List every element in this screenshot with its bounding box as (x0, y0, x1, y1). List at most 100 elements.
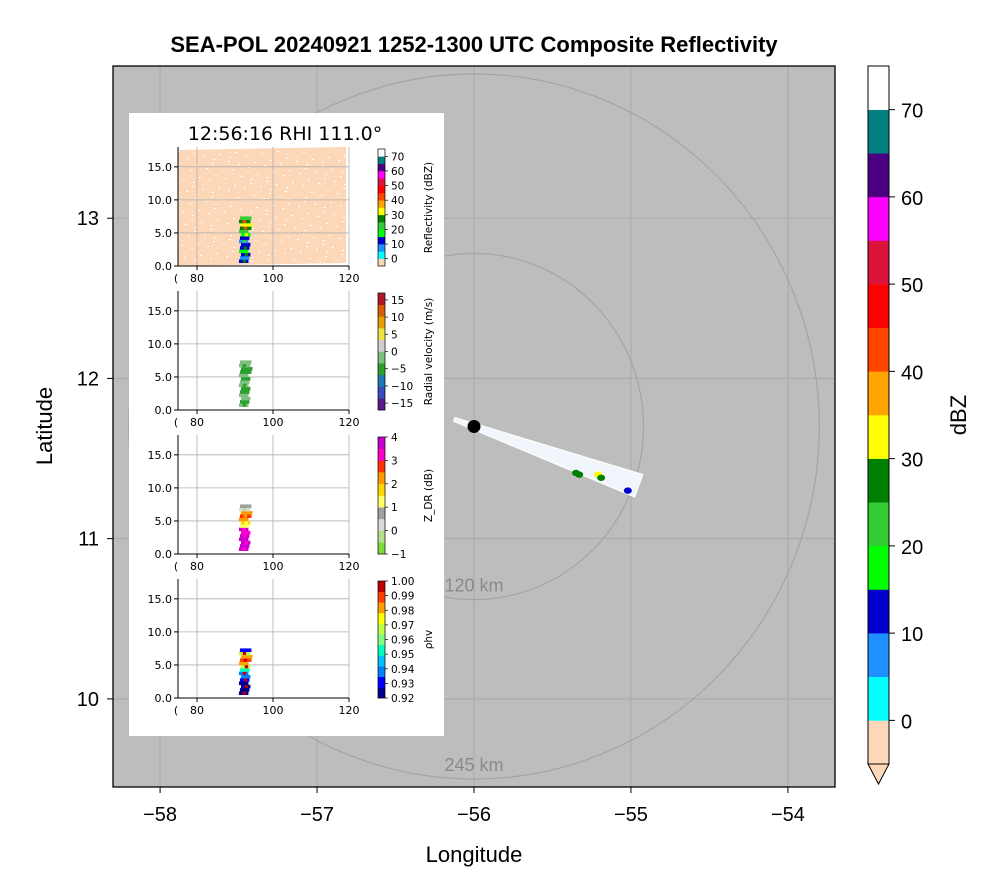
reflectivity-speckle (247, 171, 249, 172)
reflectivity-speckle (192, 186, 194, 187)
reflectivity-speckle (267, 259, 269, 260)
inset-x-tick-label: 120 (339, 416, 360, 429)
reflectivity-speckle (315, 171, 317, 172)
reflectivity-speckle (302, 185, 304, 186)
reflectivity-speckle (336, 226, 338, 227)
inset-y-tick-label: 10.0 (148, 338, 173, 351)
reflectivity-speckle (331, 169, 333, 170)
reflectivity-speckle (245, 155, 247, 156)
reflectivity-speckle (233, 218, 235, 219)
panel-colorbar-tick-label: 0.99 (391, 591, 414, 603)
reflectivity-speckle (198, 210, 200, 211)
rhi-data-cell (244, 396, 249, 401)
colorbar-segment (868, 545, 889, 590)
rhi-data-cell (239, 380, 250, 384)
reflectivity-speckle (324, 207, 326, 208)
reflectivity-speckle (192, 215, 194, 216)
panel-colorbar-segment (378, 339, 385, 352)
inset-y-tick-label: 5.0 (155, 515, 173, 528)
colorbar-tick-label: 40 (901, 362, 923, 384)
reflectivity-speckle (306, 164, 308, 165)
reflectivity-speckle (311, 192, 313, 193)
panel-colorbar-tick-label: −10 (391, 381, 413, 393)
rhi-data-cell (239, 256, 250, 260)
rhi-data-cell (238, 537, 249, 542)
panel-colorbar-tick-label: 0.95 (391, 649, 414, 661)
reflectivity-speckle (303, 234, 305, 235)
reflectivity-speckle (265, 243, 267, 244)
reflectivity-speckle (210, 258, 212, 259)
reflectivity-speckle (314, 204, 316, 205)
reflectivity-speckle (307, 242, 309, 243)
reflectivity-speckle (303, 152, 305, 153)
reflectivity-speckle (210, 229, 212, 230)
inset-y-tick-label: 5.0 (155, 227, 173, 240)
reflectivity-speckle (290, 248, 292, 249)
panel-colorbar-tick-label: −5 (391, 364, 406, 376)
rhi-data-cell (244, 664, 249, 669)
reflectivity-speckle (277, 151, 279, 152)
panel-colorbar-segment (378, 163, 385, 172)
rhi-data-cell (240, 511, 253, 515)
rhi-data-cell (242, 383, 247, 387)
colorbar-segment (868, 371, 889, 416)
inset-x-tick-label: 100 (263, 560, 284, 573)
reflectivity-speckle (306, 246, 308, 247)
reflectivity-echo (575, 471, 584, 478)
reflectivity-speckle (194, 260, 196, 261)
reflectivity-speckle (206, 168, 208, 169)
reflectivity-speckle (223, 244, 225, 245)
reflectivity-speckle (289, 170, 291, 171)
reflectivity-speckle (190, 170, 192, 171)
reflectivity-speckle (207, 246, 209, 247)
reflectivity-speckle (191, 219, 193, 220)
rhi-data-cell (239, 544, 250, 548)
inset-y-tick-label: 10.0 (148, 626, 173, 639)
reflectivity-speckle (215, 204, 217, 205)
reflectivity-speckle (228, 190, 230, 191)
reflectivity-speckle (201, 222, 203, 223)
colorbar-segment (868, 66, 889, 110)
y-tick-label: 12 (77, 368, 99, 390)
reflectivity-speckle (322, 244, 324, 245)
reflectivity-speckle (286, 158, 288, 159)
reflectivity-speckle (208, 213, 210, 214)
panel-colorbar-segment (378, 398, 385, 411)
panel-colorbar-segment (378, 304, 385, 317)
reflectivity-speckle (255, 240, 257, 241)
colorbar-segment (868, 415, 889, 459)
reflectivity-echo (597, 474, 606, 481)
main-colorbar: 0 10 20 30 40 50 60 70 dBZ (867, 65, 971, 786)
reflectivity-speckle (227, 223, 229, 224)
panel-colorbar-tick-label: 10 (391, 239, 404, 251)
rhi-data-cell (239, 688, 250, 692)
panel-colorbar-segment (378, 460, 385, 473)
inset-title: 12:56:16 RHI 111.0° (188, 123, 382, 145)
reflectivity-speckle (341, 172, 343, 173)
reflectivity-speckle (325, 256, 327, 257)
panel-colorbar-segment (378, 316, 385, 329)
panel-colorbar-tick-label: 1 (391, 502, 398, 514)
panel-colorbar-segment (378, 676, 385, 688)
reflectivity-speckle (269, 193, 271, 194)
reflectivity-speckle (205, 201, 207, 202)
x-tick-label: −58 (143, 804, 177, 826)
panel-colorbar-segment (378, 214, 385, 223)
panel-colorbar-segment (378, 602, 385, 614)
reflectivity-speckle (238, 164, 240, 165)
inset-x-tick-label: 80 (190, 416, 204, 429)
panel-colorbar-tick-label: 10 (391, 312, 404, 324)
inset-x-tick-label-partial: ( (174, 272, 178, 285)
inset-x-tick-label: 80 (190, 704, 204, 717)
rhi-data-cell (238, 249, 249, 254)
reflectivity-speckle (280, 163, 282, 164)
reflectivity-speckle (284, 253, 286, 254)
reflectivity-speckle (271, 238, 273, 239)
panel-colorbar-segment (378, 518, 385, 531)
panel-colorbar-segment (378, 437, 385, 449)
reflectivity-speckle (287, 236, 289, 237)
reflectivity-speckle (266, 210, 268, 211)
reflectivity-speckle (217, 220, 219, 221)
reflectivity-speckle (191, 248, 193, 249)
